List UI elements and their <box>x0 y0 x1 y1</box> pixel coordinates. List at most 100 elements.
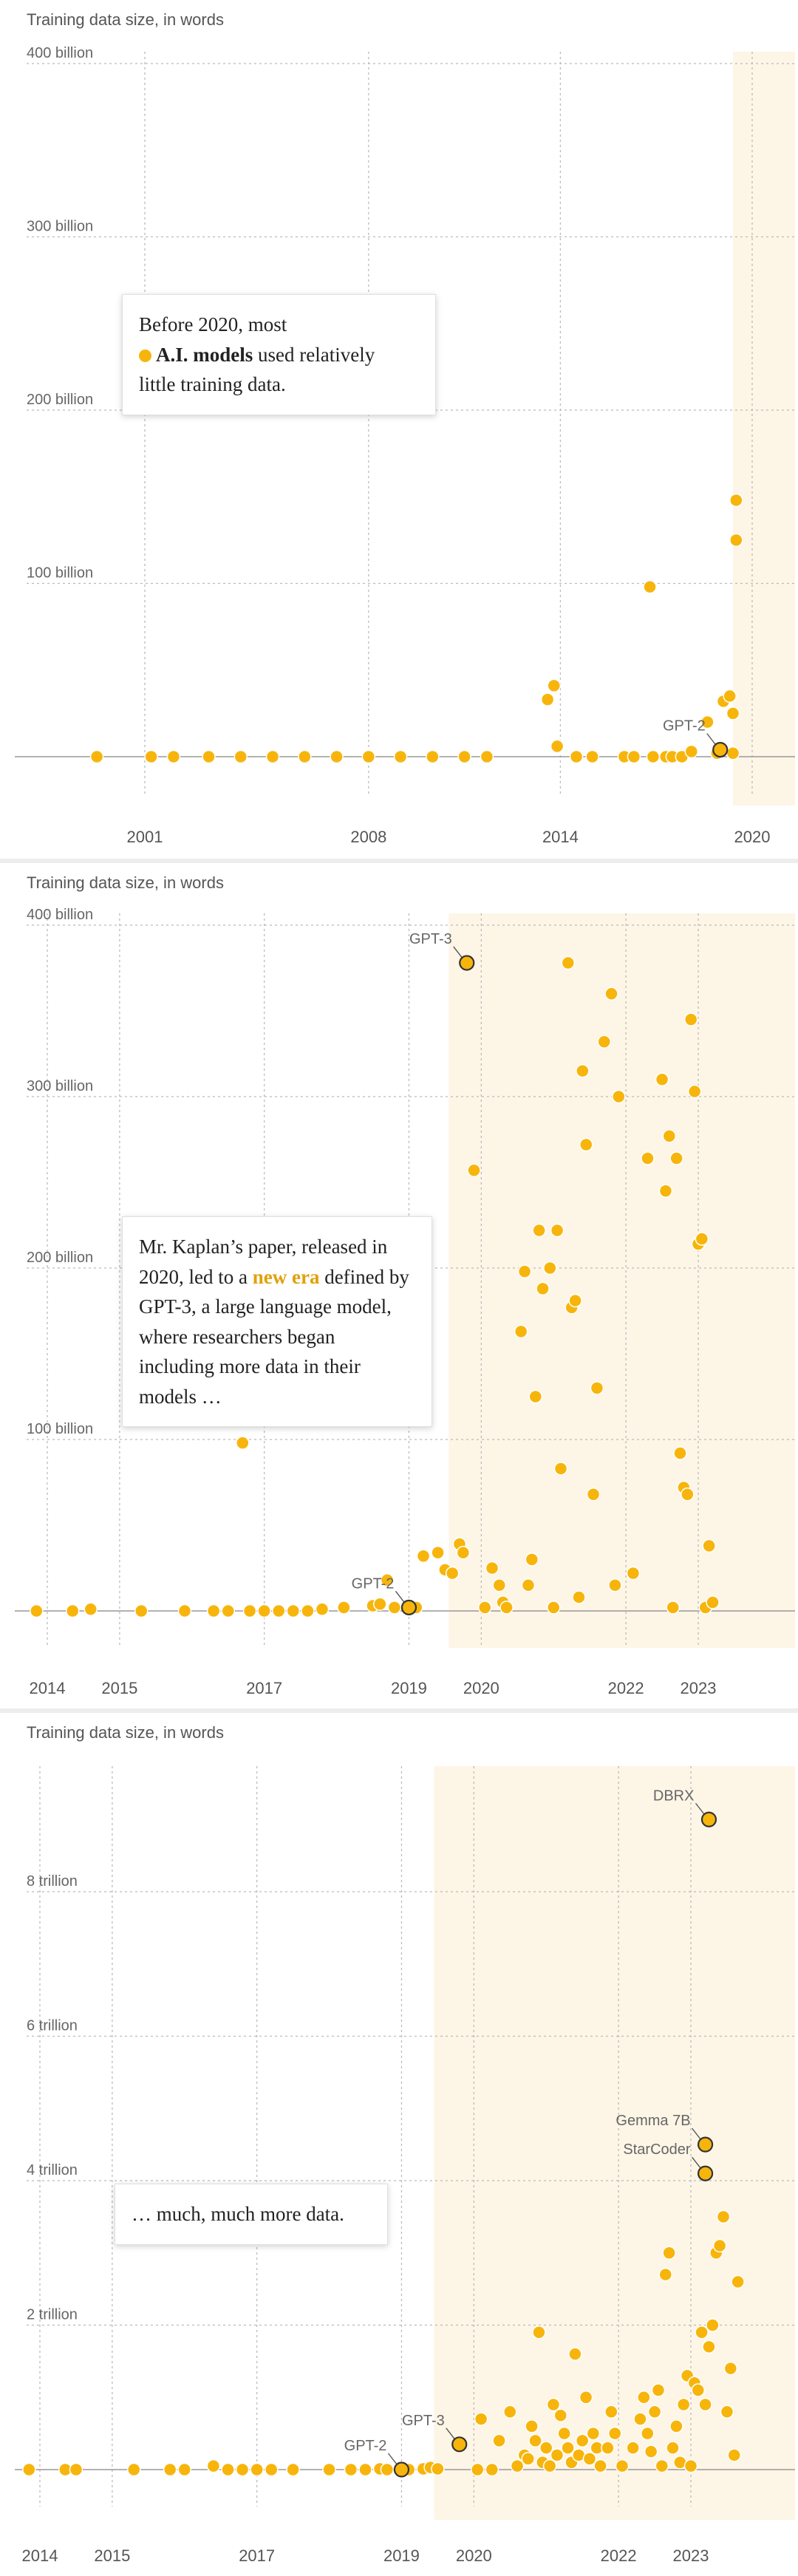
panel-divider <box>0 1708 798 1713</box>
x-tick-label: 2015 <box>101 1679 137 1697</box>
data-point <box>627 749 641 764</box>
data-point <box>547 678 562 693</box>
data-point <box>700 715 715 729</box>
callout-3-text: … much, much more data. <box>132 2203 344 2225</box>
x-tick-label: 2019 <box>383 2546 420 2565</box>
data-point <box>250 2462 264 2477</box>
x-tick-label: 2023 <box>673 2546 709 2565</box>
data-point <box>514 1324 528 1339</box>
data-point <box>525 2419 539 2433</box>
chart-panel-1: Training data size, in words 100 billion… <box>0 0 798 857</box>
data-point <box>521 2452 535 2466</box>
data-point <box>615 2459 630 2473</box>
data-point <box>586 2426 601 2441</box>
data-point <box>702 1539 716 1553</box>
chart-panel-3: Training data size, in words 2 trillion 4… <box>0 1713 798 2576</box>
data-point <box>546 1601 561 1615</box>
data-point <box>687 1084 702 1099</box>
data-point <box>431 2461 445 2476</box>
data-point <box>569 749 584 764</box>
highlighted-data-point <box>400 1599 417 1615</box>
data-point <box>532 2325 546 2340</box>
data-point <box>553 1462 568 1476</box>
data-point <box>492 1578 507 1592</box>
data-point <box>731 2275 745 2289</box>
data-point <box>575 2433 590 2448</box>
data-point <box>543 1261 557 1275</box>
data-point <box>729 493 743 508</box>
data-point <box>601 2441 615 2455</box>
data-point <box>373 1597 387 1611</box>
data-point <box>727 2448 741 2462</box>
data-point <box>542 2459 557 2473</box>
data-point <box>723 689 737 703</box>
data-point <box>612 1089 626 1104</box>
era-shading <box>449 913 795 1648</box>
data-point <box>236 1436 250 1450</box>
data-point <box>265 749 280 764</box>
y-tick-label: 400 billion <box>27 907 93 923</box>
data-point <box>637 2391 651 2405</box>
data-point <box>684 744 699 759</box>
data-point <box>702 2340 716 2354</box>
data-point <box>445 1566 460 1581</box>
y-axis-unit-label: Training data size, in words <box>27 873 224 892</box>
x-tick-label: 2022 <box>608 1679 644 1697</box>
x-tick-label: 2017 <box>239 2546 275 2565</box>
y-tick-label: 2 trillion <box>27 2307 78 2323</box>
callout-1-line1: Before 2020, most <box>139 313 287 335</box>
data-point <box>698 2397 712 2412</box>
data-point <box>655 2459 669 2473</box>
y-tick-label: 8 trillion <box>27 1873 78 1890</box>
data-point <box>607 2426 622 2441</box>
data-point <box>485 2462 499 2477</box>
y-tick-label: 300 billion <box>27 1078 93 1094</box>
data-point <box>83 1602 98 1616</box>
data-point <box>579 1137 593 1152</box>
data-point <box>590 1381 604 1395</box>
data-point <box>344 2462 358 2477</box>
data-point <box>658 2267 672 2282</box>
era-shading <box>733 52 795 805</box>
y-tick-label: 400 billion <box>27 45 93 61</box>
data-point <box>597 1035 611 1049</box>
highlighted-data-point <box>451 2436 468 2453</box>
data-point <box>568 1293 582 1308</box>
chart-panel-2: Training data size, in words 100 billion… <box>0 863 798 1707</box>
data-point <box>586 1487 601 1502</box>
data-point <box>646 749 661 764</box>
data-point <box>521 1578 536 1592</box>
data-point <box>525 1553 539 1567</box>
data-point <box>477 1601 492 1615</box>
data-point <box>683 2459 698 2473</box>
data-point <box>503 2405 517 2419</box>
x-tick-label: 2020 <box>734 828 771 846</box>
data-point <box>691 2383 706 2397</box>
data-point <box>380 2462 395 2477</box>
data-point <box>585 749 599 764</box>
data-point <box>706 1595 720 1609</box>
data-point <box>206 2459 221 2473</box>
data-point <box>144 749 158 764</box>
x-tick-label: 2015 <box>94 2546 130 2565</box>
dot-legend-icon <box>139 349 151 362</box>
data-point <box>480 749 494 764</box>
data-point <box>330 749 344 764</box>
data-point <box>517 1264 532 1278</box>
annotation-label: GPT-2 <box>663 718 706 735</box>
data-point <box>380 1572 395 1587</box>
data-point <box>683 1012 698 1026</box>
y-tick-label: 100 billion <box>27 1421 93 1437</box>
y-axis-unit-label: Training data size, in words <box>27 10 224 29</box>
data-point <box>669 1151 683 1165</box>
data-point <box>729 533 743 548</box>
data-point <box>572 1590 586 1604</box>
data-point <box>641 2426 655 2441</box>
highlighted-data-point <box>712 742 729 758</box>
data-point <box>485 1561 499 1575</box>
data-point <box>127 2462 141 2477</box>
data-point <box>456 1545 471 1560</box>
annotation-label: StarCoder <box>623 2141 690 2158</box>
data-point <box>695 1232 709 1246</box>
data-point <box>676 2397 691 2412</box>
